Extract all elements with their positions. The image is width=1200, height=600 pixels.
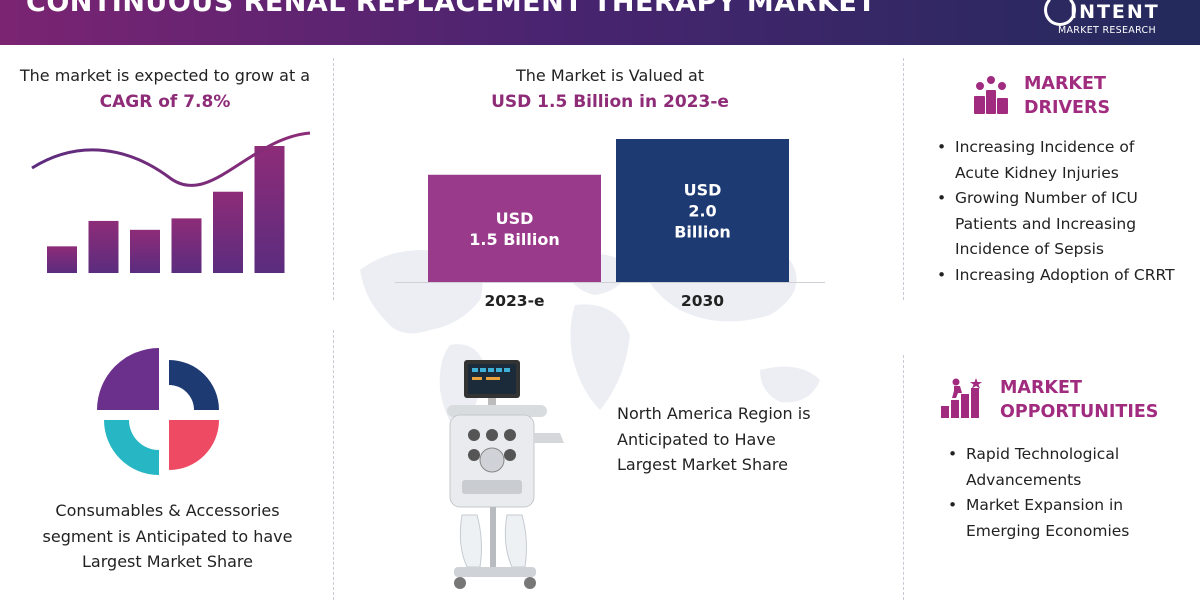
segment-text-line: segment is Anticipated to have (42, 526, 293, 546)
segment-text-line: Largest Market Share (82, 552, 253, 571)
list-item: Increasing Adoption of CRRT (937, 263, 1177, 289)
logo-ring-icon (1044, 0, 1076, 26)
growth-bar (254, 146, 285, 273)
drivers-title-line2: DRIVERS (1024, 98, 1111, 118)
list-item: Increasing Incidence of Acute Kidney Inj… (937, 135, 1177, 186)
opportunities-title-line2: OPPORTUNITIES (1000, 402, 1159, 422)
market-value-bar-chart: USD 1.5 Billion 2023-e USD 2.0 Billion 2030 (395, 139, 825, 310)
divider-left-bottom (333, 330, 334, 600)
segment-text-line: Consumables & Accessories (55, 501, 280, 520)
list-item: Rapid Technological Advancements (948, 442, 1163, 493)
drivers-title-line1: MARKET (1024, 74, 1106, 94)
growth-bar (47, 246, 77, 273)
cagr-intro-text: The market is expected to grow at a (19, 66, 311, 85)
region-text-line: Largest Market Share (617, 455, 788, 474)
list-item: Growing Number of ICU Patients and Incre… (937, 186, 1177, 263)
growth-bar (171, 218, 202, 273)
bar-value-label: USD (684, 181, 722, 200)
people-podium-icon (974, 76, 1008, 114)
bar-value-label: 2.0 (688, 202, 716, 221)
crrt-machine-icon (447, 360, 564, 589)
drivers-list: Increasing Incidence of Acute Kidney Inj… (937, 135, 1177, 288)
list-item: Market Expansion in Emerging Economies (948, 493, 1163, 544)
region-text-line: North America Region is (617, 404, 811, 423)
valuation-amount: USD 1.5 Billion in 2023-e (491, 92, 729, 112)
bar-2 (616, 139, 789, 282)
bar-value-label: USD (496, 209, 534, 228)
divider-right-top (903, 58, 904, 300)
x-tick-label: 2030 (681, 292, 724, 310)
climbing-stairs-icon (941, 378, 982, 418)
segment-pie-icon (97, 348, 219, 475)
cagr-value: CAGR of 7.8% (99, 92, 231, 112)
growth-bar (130, 229, 160, 273)
growth-bars-icon (31, 131, 311, 273)
valuation-intro-text: The Market is Valued at (515, 66, 705, 85)
opportunities-title-line1: MARKET (1000, 378, 1082, 398)
bar-1 (428, 174, 601, 282)
opportunities-list: Rapid Technological Advancements Market … (948, 442, 1163, 544)
company-logo: INTENT MARKET RESEARCH (1044, 0, 1174, 45)
region-text: North America Region is Anticipated to H… (617, 401, 847, 478)
page-title: CONTINUOUS RENAL REPLACEMENT THERAPY MAR… (26, 0, 877, 18)
segment-text: Consumables & Accessories segment is Ant… (20, 498, 315, 575)
logo-name: INTENT (1070, 1, 1160, 23)
x-tick-label: 2023-e (484, 292, 544, 310)
bar-value-label: 1.5 Billion (469, 230, 559, 249)
growth-bar (88, 220, 119, 273)
growth-bar (213, 191, 243, 273)
world-map-icon (360, 246, 820, 435)
region-text-line: Anticipated to Have (617, 429, 776, 449)
bar-value-label: Billion (674, 223, 731, 242)
divider-right-bottom (903, 355, 904, 600)
logo-subtitle: MARKET RESEARCH (1058, 25, 1156, 36)
drivers-title: MARKET DRIVERS (1024, 72, 1110, 120)
header-banner: CONTINUOUS RENAL REPLACEMENT THERAPY MAR… (0, 0, 1200, 45)
opportunities-title: MARKET OPPORTUNITIES (1000, 376, 1158, 424)
divider-left-top (333, 58, 334, 300)
